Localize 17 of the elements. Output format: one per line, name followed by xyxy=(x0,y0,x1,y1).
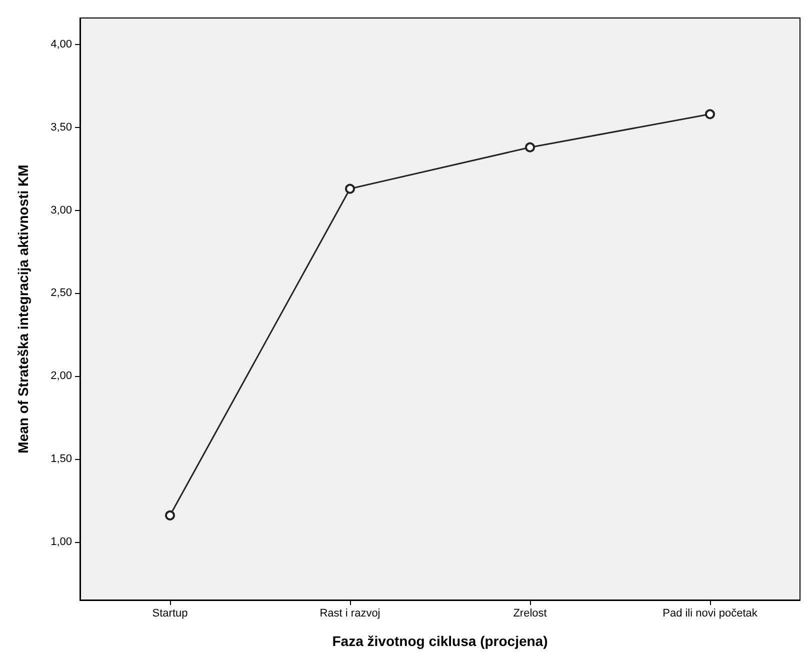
y-tick-label: 3,00 xyxy=(50,204,72,216)
x-tick-label: Pad ili novi početak xyxy=(662,608,758,620)
y-axis-title: Mean of Strateška integracija aktivnosti KM xyxy=(15,164,31,454)
x-tick-label: Startup xyxy=(152,608,188,620)
point xyxy=(705,109,715,120)
y-tick-label: 1,00 xyxy=(50,536,72,548)
x-tick-label: Rast i razvoj xyxy=(320,608,380,620)
y-tick-label: 2,00 xyxy=(50,370,72,382)
x-axis-title: Faza životnog ciklusa (procjena) xyxy=(332,633,548,649)
point xyxy=(345,184,355,194)
y-tick-label: 1,50 xyxy=(50,453,72,466)
y-tick-label: 3,50 xyxy=(50,121,72,134)
point xyxy=(525,142,535,152)
point xyxy=(165,510,175,520)
y-tick-label: 2,50 xyxy=(50,287,72,300)
x-tick-label: Zrelost xyxy=(513,608,547,620)
y-tick-label: 4,00 xyxy=(50,38,72,51)
